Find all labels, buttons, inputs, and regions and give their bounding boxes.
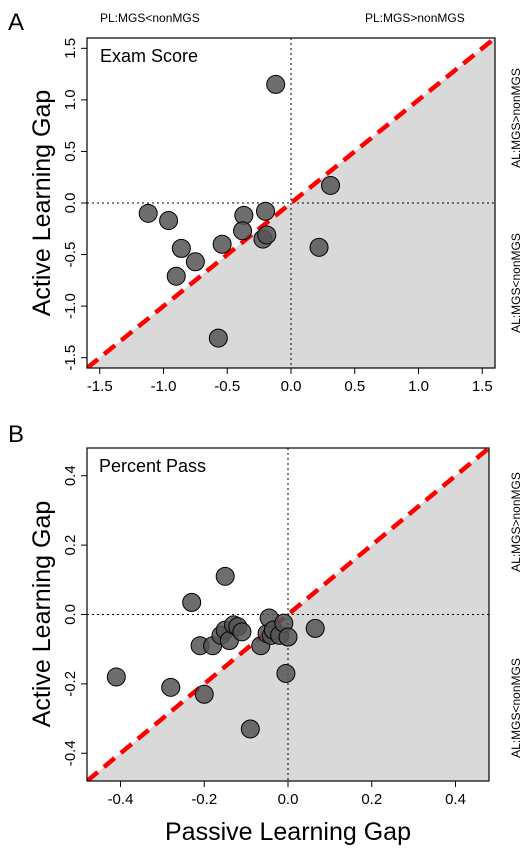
x-tick-label: -1.5 [87,378,113,395]
data-point [256,201,275,221]
y-tick-label: 1.0 [62,89,79,110]
y-tick-label: -0.2 [62,671,79,697]
y-axis-title-b: Active Learning Gap [28,501,56,728]
panel-a-letter: A [8,9,24,36]
y-axis-b: -0.4 -0.2 0.0 0.2 0.4 [62,465,87,766]
x-tick-label: -0.5 [214,378,240,395]
y-tick-label: 0.0 [62,604,79,625]
x-tick-label: 0.0 [281,378,302,395]
data-point [159,211,179,231]
y-tick-label: 0.2 [62,535,79,556]
data-point [305,618,325,638]
data-point [278,627,298,647]
chart-title-a: Exam Score [100,46,198,66]
data-point [212,234,232,254]
data-point [233,221,253,241]
plot-area-a [87,38,495,368]
data-point [185,252,205,272]
data-point [138,203,158,223]
x-tick-label: 0.4 [445,791,466,808]
x-tick-label: 0.5 [344,378,365,395]
data-point [309,237,329,257]
y-tick-label: -1.0 [62,293,79,319]
data-point [266,74,286,94]
al-less-label-b: AL:MGS<nonMGS [509,658,523,758]
pl-greater-label-a: PL:MGS>nonMGS [365,11,465,25]
x-tick-label: -0.4 [108,791,134,808]
x-axis-b: -0.4 -0.2 0.0 0.2 0.4 [108,781,466,808]
data-point [106,667,126,687]
al-greater-label-a: AL:MGS>nonMGS [509,68,523,168]
data-point [240,719,260,739]
y-axis-a: -1.5 -1.0 -0.5 0.0 0.5 1.0 1.5 [62,38,87,371]
y-tick-label: -1.5 [62,345,79,371]
data-point [194,684,214,704]
y-tick-label: -0.4 [62,740,79,766]
y-tick-label: 0.0 [62,193,79,214]
data-point [276,663,296,683]
al-less-label-a: AL:MGS<nonMGS [509,233,523,333]
data-point [321,175,341,195]
y-axis-title-a: Active Learning Gap [28,90,56,317]
data-point [161,677,181,697]
y-tick-label: -0.5 [62,242,79,268]
points-b [106,566,325,739]
x-axis-title-b: Passive Learning Gap [165,818,411,846]
y-tick-label: 0.5 [62,141,79,162]
x-tick-label: 1.5 [472,378,493,395]
x-axis-a: -1.5 -1.0 -0.5 0.0 0.5 1.0 1.5 [87,368,493,395]
panel-b: B Percent Pass -0.4 -0.2 0.0 0.2 0.4 -0.4-0.… [8,421,523,846]
data-point [257,225,277,245]
x-tick-label: -1.0 [151,378,177,395]
data-point [171,238,191,258]
x-tick-label: 1.0 [408,378,429,395]
al-greater-label-b: AL:MGS>nonMGS [509,472,523,572]
data-point [232,622,252,642]
y-tick-label: 1.5 [62,38,79,59]
data-point [215,566,235,586]
y-tick-label: 0.4 [62,465,79,486]
x-tick-label: -0.2 [191,791,217,808]
x-tick-label: 0.0 [278,791,299,808]
panel-b-letter: B [8,421,24,448]
data-point [166,266,186,286]
plot-area-b [87,448,489,781]
x-tick-label: 0.2 [361,791,382,808]
points-a [138,74,341,348]
chart-title-b: Percent Pass [99,456,206,476]
panel-a: A PL:MGS<nonMGS PL:MGS>nonMGS Exam Score… [8,9,523,395]
data-point [208,328,228,348]
pl-less-label-a: PL:MGS<nonMGS [100,11,200,25]
data-point [182,592,202,612]
